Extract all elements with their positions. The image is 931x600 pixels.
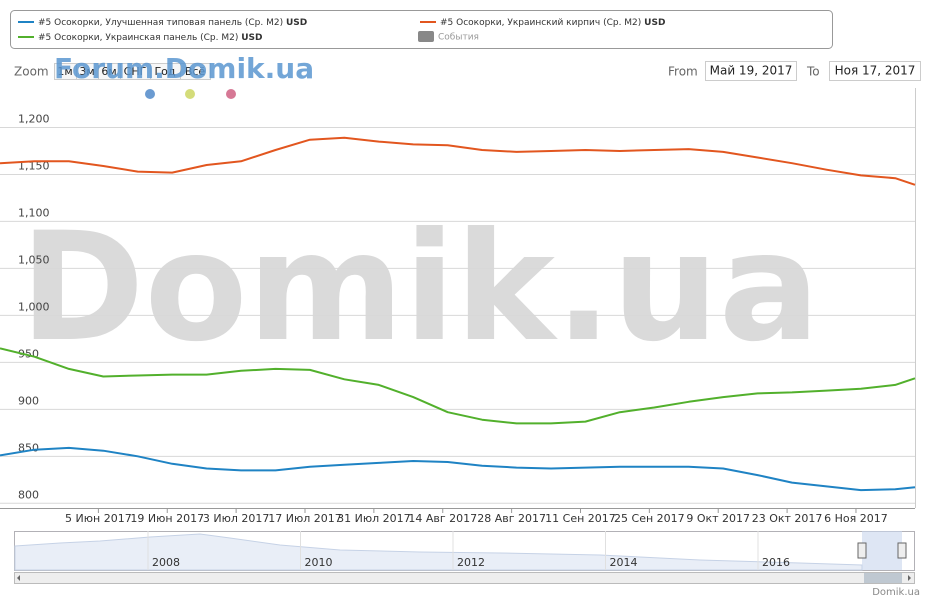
- range-input[interactable]: [705, 61, 797, 81]
- series-line: [0, 347, 916, 425]
- y-tick-label: 800: [18, 488, 39, 501]
- legend-swatch: [418, 31, 434, 42]
- forum-watermark: Forum.Domik.ua: [54, 52, 314, 85]
- zoom-button-label: Всё: [185, 65, 206, 78]
- x-tick-label: 14 Авг 2017: [408, 512, 477, 525]
- x-tick-label: 6 Ноя 2017: [824, 512, 888, 525]
- x-tick-label: 11 Сен 2017: [545, 512, 616, 525]
- navigator-label: 2012: [457, 556, 485, 569]
- range-value: Май 19, 2017: [710, 64, 793, 78]
- legend-name: #5 Осокорки, Украинский кирпич (Ср. M2): [440, 18, 641, 28]
- series-line: [0, 136, 916, 186]
- range-label: From: [668, 65, 698, 79]
- legend-name: #5 Осокорки, Улучшенная типовая панель (…: [38, 18, 283, 28]
- zoom-button-label: СНГ: [124, 65, 147, 78]
- legend-unit: USD: [241, 33, 262, 43]
- y-tick-label: 1,000: [18, 300, 50, 313]
- navigator-handle[interactable]: [857, 542, 867, 559]
- legend-unit: USD: [286, 18, 307, 28]
- x-tick-label: 25 Сен 2017: [614, 512, 685, 525]
- y-tick-label: 1,100: [18, 206, 50, 219]
- range-input[interactable]: [829, 61, 921, 81]
- navigator-handle[interactable]: [897, 542, 907, 559]
- navigator-label: 2014: [610, 556, 638, 569]
- legend-item: #5 Осокорки, Украинский кирпич (Ср. M2) …: [440, 18, 665, 28]
- dot: [185, 89, 195, 99]
- navigator-label: 2016: [762, 556, 790, 569]
- legend-item: #5 Осокорки, Украинская панель (Ср. M2) …: [38, 33, 263, 43]
- scroll-right[interactable]: [908, 575, 911, 581]
- y-tick-label: 1,050: [18, 253, 50, 266]
- zoom-button-label: 3м: [79, 65, 94, 78]
- x-tick-label: 9 Окт 2017: [686, 512, 750, 525]
- credits: Domik.ua: [872, 587, 920, 598]
- legend-item: События: [438, 33, 479, 43]
- legend-item: #5 Осокорки, Улучшенная типовая панель (…: [38, 18, 307, 28]
- zoom-label: Zoom: [14, 65, 49, 79]
- navigator-selection[interactable]: [862, 531, 902, 570]
- legend-name: #5 Осокорки, Украинская панель (Ср. M2): [38, 33, 238, 43]
- x-tick-label: 28 Авг 2017: [477, 512, 546, 525]
- x-tick-label: 3 Июл 2017: [203, 512, 270, 525]
- legend-box: [10, 10, 833, 49]
- x-tick-label: 17 Июл 2017: [268, 512, 342, 525]
- zoom-button-label: 1м: [57, 65, 72, 78]
- x-tick-label: 23 Окт 2017: [752, 512, 823, 525]
- watermark: Domik.ua: [20, 201, 820, 375]
- y-tick-label: 1,200: [18, 112, 50, 125]
- x-tick-label: 19 Июн 2017: [130, 512, 204, 525]
- range-value: Ноя 17, 2017: [835, 64, 916, 78]
- navigator-label: 2010: [305, 556, 333, 569]
- scrollbar[interactable]: [14, 572, 915, 584]
- scroll-left[interactable]: [17, 575, 20, 581]
- dot: [226, 89, 236, 99]
- x-tick-label: 31 Июл 2017: [337, 512, 411, 525]
- y-tick-label: 900: [18, 394, 39, 407]
- legend-unit: USD: [644, 18, 665, 28]
- zoom-button[interactable]: [180, 63, 211, 80]
- navigator-label: 2008: [152, 556, 180, 569]
- scrollbar-thumb[interactable]: [864, 573, 902, 583]
- zoom-button-label: Год: [154, 65, 175, 78]
- series-line: [0, 446, 916, 492]
- x-tick-label: 5 Июн 2017: [65, 512, 132, 525]
- zoom-button-label: 6м: [101, 65, 116, 78]
- range-label: To: [806, 65, 820, 79]
- dot: [145, 89, 155, 99]
